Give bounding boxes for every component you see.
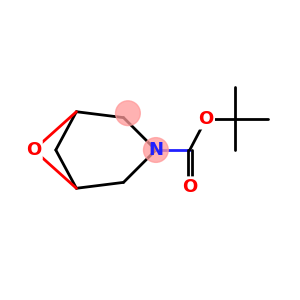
Text: N: N xyxy=(148,141,164,159)
Text: O: O xyxy=(182,178,197,196)
Text: O: O xyxy=(198,110,214,128)
Circle shape xyxy=(143,138,168,162)
Text: O: O xyxy=(26,141,41,159)
Circle shape xyxy=(116,101,140,126)
